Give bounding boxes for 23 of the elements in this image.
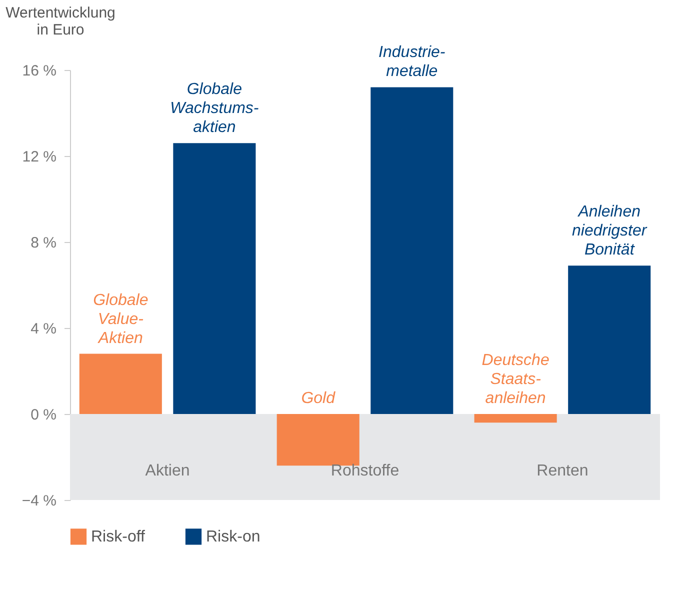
legend-label: Risk-off xyxy=(91,528,146,546)
bar xyxy=(173,143,256,414)
y-tick-label: 16 % xyxy=(22,62,56,80)
x-tick-label: Renten xyxy=(536,462,588,480)
y-tick-label: 8 % xyxy=(30,234,56,252)
data-label: Gold xyxy=(301,390,336,407)
x-tick-label: Aktien xyxy=(145,462,190,480)
y-tick-label: 4 % xyxy=(30,320,56,338)
data-label: Anleihen niedrigster Bonität xyxy=(572,204,648,259)
data-label: Globale Value- Aktien xyxy=(93,292,148,347)
bar xyxy=(474,414,557,423)
legend-label: Risk-on xyxy=(206,528,260,546)
data-label: Globale Wachstums- aktien xyxy=(170,81,259,136)
bar xyxy=(370,87,454,414)
y-tick-label: 0 % xyxy=(30,406,56,424)
x-tick-label: Rohstoffe xyxy=(330,462,400,480)
data-label: Industrie- metalle xyxy=(378,44,446,80)
data-label: Deutsche Staats- anleihen xyxy=(482,352,550,407)
bar xyxy=(79,354,162,414)
y-tick-label: −4 % xyxy=(22,492,56,510)
y-tick-label: 12 % xyxy=(22,148,56,166)
bar xyxy=(568,266,651,414)
y-axis-title: Wertentwicklung in Euro xyxy=(6,4,116,38)
